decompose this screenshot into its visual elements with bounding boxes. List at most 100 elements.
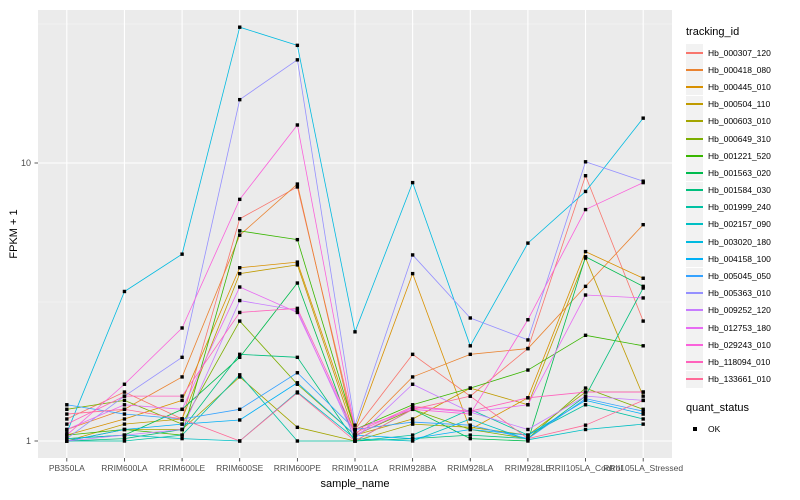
- data-point: [295, 306, 300, 311]
- legend-item-label: Hb_001563_020: [708, 167, 771, 178]
- data-point: [122, 412, 127, 416]
- data-point: [180, 407, 184, 412]
- data-point: [238, 97, 242, 102]
- legend-item-quant-OK: OK: [686, 420, 798, 438]
- data-point: [583, 249, 588, 254]
- legend-item-label: Hb_000649_310: [708, 133, 771, 144]
- data-point: [122, 417, 127, 421]
- data-point: [180, 252, 184, 256]
- data-point: [295, 425, 300, 430]
- data-point: [468, 407, 472, 412]
- legend-key-line-icon: [686, 267, 703, 285]
- data-point: [468, 386, 472, 390]
- data-point: [468, 344, 472, 348]
- data-point: [65, 412, 69, 416]
- data-point: [641, 276, 645, 280]
- data-point: [180, 436, 184, 441]
- legend-item-label: Hb_009252_120: [708, 305, 771, 316]
- data-point: [122, 403, 127, 407]
- legend-item-label: Hb_000603_010: [708, 116, 771, 127]
- data-point: [410, 382, 415, 386]
- legend-item-Hb_001999_240: Hb_001999_240: [686, 198, 798, 216]
- legend-quant-status: quant_status OK: [686, 402, 798, 438]
- data-point: [238, 439, 242, 443]
- data-point: [468, 433, 472, 437]
- data-point: [295, 263, 300, 267]
- data-point: [583, 284, 588, 289]
- data-point: [238, 285, 242, 289]
- legend-item-Hb_000504_110: Hb_000504_110: [686, 95, 798, 113]
- data-point: [238, 217, 242, 221]
- legend-key-line-icon: [686, 95, 703, 113]
- data-point: [238, 418, 242, 422]
- data-point: [180, 427, 184, 432]
- data-point: [583, 189, 588, 194]
- data-point: [641, 222, 645, 227]
- data-point: [122, 422, 127, 426]
- legend-item-Hb_001563_020: Hb_001563_020: [686, 164, 798, 182]
- data-point: [526, 346, 530, 351]
- data-point: [295, 308, 300, 313]
- legend-key-square-icon: [686, 420, 703, 438]
- data-point: [468, 352, 472, 357]
- data-point: [410, 253, 415, 257]
- data-point: [180, 417, 184, 421]
- legend-item-label: Hb_001584_030: [708, 185, 771, 196]
- data-point: [65, 427, 69, 432]
- data-point: [65, 431, 69, 435]
- legend-item-label: Hb_004158_100: [708, 253, 771, 264]
- data-point: [122, 289, 127, 294]
- data-point: [583, 423, 588, 427]
- x-tick-label: RRII105LA_Control: [549, 463, 623, 473]
- x-tick-label: RRIM901LA: [332, 463, 379, 473]
- legend-item-label: Hb_001221_520: [708, 150, 771, 161]
- legend-key-line-icon: [686, 78, 703, 96]
- data-point: [410, 271, 415, 276]
- legend-key-line-icon: [686, 319, 703, 337]
- data-point: [410, 403, 415, 407]
- data-point: [238, 310, 242, 315]
- data-point: [122, 427, 127, 432]
- data-point: [295, 185, 300, 189]
- data-point: [295, 237, 300, 242]
- data-point: [65, 436, 69, 441]
- data-point: [295, 123, 300, 127]
- legend-key-line-icon: [686, 250, 703, 268]
- legend-item-Hb_009252_120: Hb_009252_120: [686, 301, 798, 319]
- data-point: [238, 375, 242, 379]
- data-point: [353, 439, 357, 443]
- legend-item-label: Hb_000418_080: [708, 64, 771, 75]
- data-point: [65, 433, 69, 437]
- legend-item-label: OK: [708, 423, 721, 434]
- y-tick-label: 1: [26, 436, 31, 446]
- data-point: [583, 174, 588, 178]
- data-point: [122, 398, 127, 403]
- legend-item-label: Hb_000307_120: [708, 47, 771, 58]
- data-point: [353, 423, 357, 427]
- data-point: [583, 160, 588, 164]
- data-point: [238, 352, 242, 357]
- x-tick-label: RRIM928LE: [505, 463, 552, 473]
- data-point: [353, 330, 357, 334]
- data-point: [410, 404, 415, 409]
- legend-item-label: Hb_002157_090: [708, 219, 771, 230]
- legend-key-line-icon: [686, 233, 703, 251]
- data-point: [641, 394, 645, 398]
- data-point: [295, 391, 300, 395]
- legend-item-Hb_118094_010: Hb_118094_010: [686, 353, 798, 371]
- legend-key-line-icon: [686, 215, 703, 233]
- data-point: [641, 344, 645, 348]
- data-point: [583, 207, 588, 212]
- data-point: [641, 398, 645, 403]
- data-point: [641, 180, 645, 185]
- legend-item-Hb_003020_180: Hb_003020_180: [686, 233, 798, 251]
- data-point: [410, 439, 415, 443]
- data-point: [583, 394, 588, 398]
- data-point: [410, 417, 415, 421]
- legend-item-label: Hb_005045_050: [708, 271, 771, 282]
- data-point: [295, 281, 300, 285]
- data-point: [641, 409, 645, 413]
- data-point: [295, 58, 300, 62]
- legend-item-label: Hb_118094_010: [708, 356, 771, 367]
